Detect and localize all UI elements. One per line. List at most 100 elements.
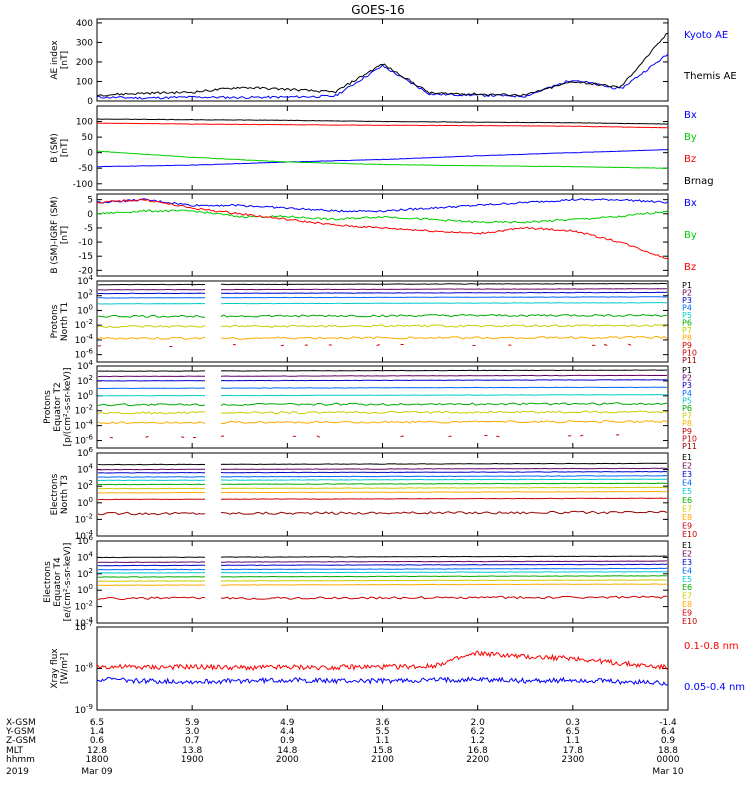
series-line [220,296,668,299]
series-line [96,118,669,125]
y-tick-label: 200 [76,58,93,68]
legend-entry: P4 [682,304,692,313]
y-tick-label: 102 [77,374,93,387]
series-line [220,470,668,474]
legend-entry: Kyoto AE [684,30,728,41]
y-tick-label: 102 [77,567,93,580]
y-tick-label: 10-8 [75,662,93,675]
series-line [220,313,668,318]
panel-3: -20 -15 -10 -5 0 5 B (SM)-IGRF (SM) [nT] Bx By Bz [50,193,697,277]
ephemeris-value: 13.8 [182,746,202,756]
legend-entry: P8 [682,419,692,428]
series-line [96,198,669,260]
series-line [220,467,668,471]
y-tick-label: -15 [78,252,93,262]
series-line [220,410,668,415]
series-line [181,436,185,438]
legend-entry: E10 [682,530,697,539]
series-line [221,583,668,586]
series-line [98,297,205,299]
ephemeris-value: 4.9 [280,718,295,728]
series-line [220,497,668,500]
series-line [97,421,206,425]
series-line [220,510,668,515]
series-line [97,302,205,305]
series-line [220,379,668,382]
series-line [220,595,668,600]
ephemeris-label: MLT [6,746,24,756]
legend-entry: P9 [682,427,692,436]
legend-entry: E10 [682,617,697,626]
y-tick-label: 400 [76,19,93,29]
legend-entry: E3 [682,558,692,567]
date-left: Mar 09 [81,767,113,777]
legend-entry: P1 [682,366,692,375]
legend-entry: P6 [682,319,692,328]
series-line [97,403,206,407]
legend-entry: E5 [682,575,692,584]
y-axis-label: [W/m²] [60,653,70,684]
y-axis-label: Xray flux [50,648,60,689]
series-line [220,563,668,567]
legend-entry: P3 [682,381,692,390]
ephemeris-value: 14.8 [277,746,297,756]
legend-entry: E6 [682,583,692,592]
series-line [221,282,668,286]
series-line [96,32,669,97]
legend-entry: By [684,132,697,143]
series-line [97,476,206,478]
series-line [109,436,113,439]
legend-entry: Themis AE [683,71,737,82]
ephemeris-value: 5.5 [375,727,389,737]
ephemeris-label: Y-GSM [5,727,34,737]
legend-entry: Bz [684,154,696,165]
series-line [97,468,206,471]
y-tick-label: 104 [77,550,93,563]
series-line [97,479,206,482]
series-line [97,387,206,390]
series-line [220,555,668,558]
legend-entry: P10 [682,349,697,358]
year-label: 2019 [6,767,29,777]
series-line [220,402,668,407]
y-axis-label: Protons [50,304,60,338]
y-axis-label: B (SM)-IGRF (SM) [50,196,60,273]
y-axis-label: [p/(cm²-s-sr-keV)] [63,368,73,447]
series-line [96,676,669,686]
legend-entry: P2 [682,289,692,298]
y-tick-label: 100 [77,389,93,402]
ephemeris-table: X-GSM 6.5 5.9 4.9 3.6 2.0 0.3 -1.4 Y-GSM 1.4 3.0 4.… [5,718,684,777]
series-line [220,302,668,305]
y-tick-label: 10-4 [75,333,94,346]
series-line [603,343,608,346]
legend-entry: E1 [682,541,692,550]
series-line [220,571,668,574]
y-tick-label: 10-2 [75,600,93,613]
y-axis-label: North T1 [60,302,70,341]
ephemeris-value: 5.9 [185,718,200,728]
ephemeris-value: -1.4 [659,718,677,728]
legend-entry: E5 [682,487,692,496]
panel-frame [96,105,669,191]
legend-entry: E2 [682,549,692,558]
y-tick-label: -50 [78,164,93,174]
series-line [96,150,669,169]
legend-entry: E7 [682,592,692,601]
ephemeris-value: 15.8 [372,746,392,756]
legend-entry: E7 [682,504,692,513]
ephemeris-value: 2300 [561,755,584,765]
y-tick-label: 106 [77,446,93,459]
series-line [97,463,206,466]
series-line [220,323,668,328]
panel-frame [96,452,669,537]
series-line [220,374,668,377]
y-tick-label: 100 [76,118,93,128]
series-line [145,435,149,438]
legend-entry: E9 [682,609,692,618]
series-line [97,511,206,516]
y-axis-label: Electrons [50,473,60,515]
